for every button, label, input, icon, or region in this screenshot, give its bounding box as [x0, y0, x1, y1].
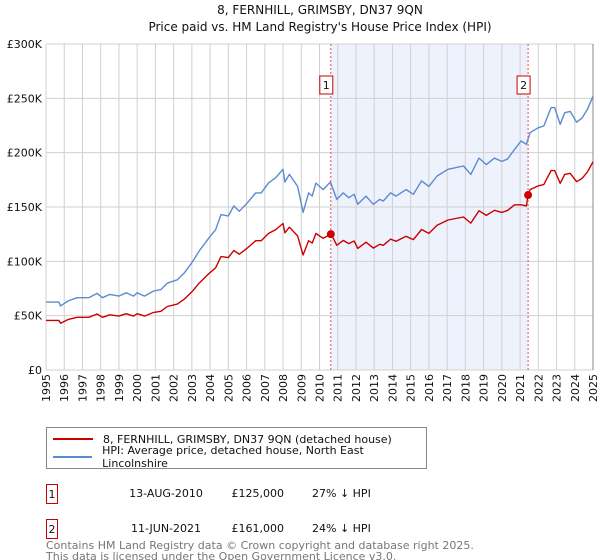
y-tick-label: £50K [14, 310, 43, 323]
x-tick-label: 2018 [459, 374, 472, 402]
y-tick-label: £0 [28, 364, 42, 377]
sale-point [326, 230, 335, 239]
x-tick-label: 2024 [569, 374, 582, 402]
x-tick-label: 1996 [58, 374, 71, 402]
x-tick-label: 2022 [532, 374, 545, 402]
x-tick-label: 1999 [113, 374, 126, 402]
x-tick-label: 2000 [131, 374, 144, 402]
footer-licence: This data is licensed under the Open Gov… [46, 550, 397, 560]
x-tick-label: 2016 [423, 374, 436, 402]
x-tick-label: 2002 [168, 374, 181, 402]
x-tick-label: 1995 [40, 374, 53, 402]
x-tick-label: 1998 [95, 374, 108, 402]
x-tick-label: 2019 [478, 374, 491, 402]
annotation-box [516, 75, 531, 95]
x-tick-label: 2010 [314, 374, 327, 402]
y-tick-label: £300K [7, 38, 43, 51]
transaction-date: 11-JUN-2021 [130, 522, 202, 535]
x-tick-label: 2008 [277, 374, 290, 402]
x-tick-label: 2009 [295, 374, 308, 402]
transaction-hpi: 27% ↓ HPI [312, 487, 371, 500]
legend-item-property: 8, FERNHILL, GRIMSBY, DN37 9QN (detached… [47, 431, 392, 447]
transaction-price: £161,000 [231, 522, 285, 535]
transaction-price: £125,000 [231, 487, 285, 500]
x-tick-label: 1997 [76, 374, 89, 402]
annotation-label: 1 [323, 79, 330, 92]
y-tick-label: £100K [7, 255, 43, 268]
x-tick-label: 2011 [332, 374, 345, 402]
annotation-box [319, 75, 334, 95]
chart-title: 8, FERNHILL, GRIMSBY, DN37 9QN [217, 3, 423, 17]
x-tick-label: 2005 [222, 374, 235, 402]
sale-point [524, 191, 533, 200]
x-tick-label: 2025 [587, 374, 600, 402]
red-line-swatch [53, 438, 93, 440]
x-tick-label: 2015 [405, 374, 418, 402]
x-tick-label: 2017 [441, 374, 454, 402]
x-tick-label: 2020 [496, 374, 509, 402]
hpi-line [46, 95, 594, 307]
transaction-number: 2 [46, 519, 58, 539]
x-tick-label: 2006 [241, 374, 254, 402]
transaction-number: 1 [46, 484, 58, 504]
legend-item-hpi: HPI: Average price, detached house, Nort… [47, 444, 426, 470]
x-tick-label: 2013 [368, 374, 381, 402]
x-tick-label: 2003 [186, 374, 199, 402]
legend-label: 8, FERNHILL, GRIMSBY, DN37 9QN (detached… [103, 432, 392, 446]
x-tick-label: 2004 [204, 374, 217, 402]
legend: 8, FERNHILL, GRIMSBY, DN37 9QN (detached… [46, 427, 427, 470]
footer-copyright: Contains HM Land Registry data © Crown c… [46, 539, 474, 552]
transaction-hpi: 24% ↓ HPI [312, 522, 371, 535]
legend-label: HPI: Average price, detached house, Nort… [102, 444, 364, 470]
y-tick-label: £150K [7, 201, 43, 214]
price-chart: 8, FERNHILL, GRIMSBY, DN37 9QN Price pai… [7, 3, 600, 402]
x-tick-label: 2023 [551, 374, 564, 402]
x-tick-label: 2021 [514, 374, 527, 402]
x-tick-label: 2001 [149, 374, 162, 402]
x-tick-label: 2007 [259, 374, 272, 402]
y-tick-label: £250K [7, 92, 43, 105]
x-tick-label: 2012 [350, 374, 363, 402]
transaction-date: 13-AUG-2010 [129, 487, 203, 500]
footer: Contains HM Land Registry data © Crown c… [46, 540, 474, 560]
blue-line-swatch [53, 456, 93, 458]
y-tick-label: £200K [7, 147, 43, 160]
chart-subtitle: Price paid vs. HM Land Registry's House … [148, 20, 491, 34]
x-tick-label: 2014 [386, 374, 399, 402]
annotation-label: 2 [520, 79, 527, 92]
